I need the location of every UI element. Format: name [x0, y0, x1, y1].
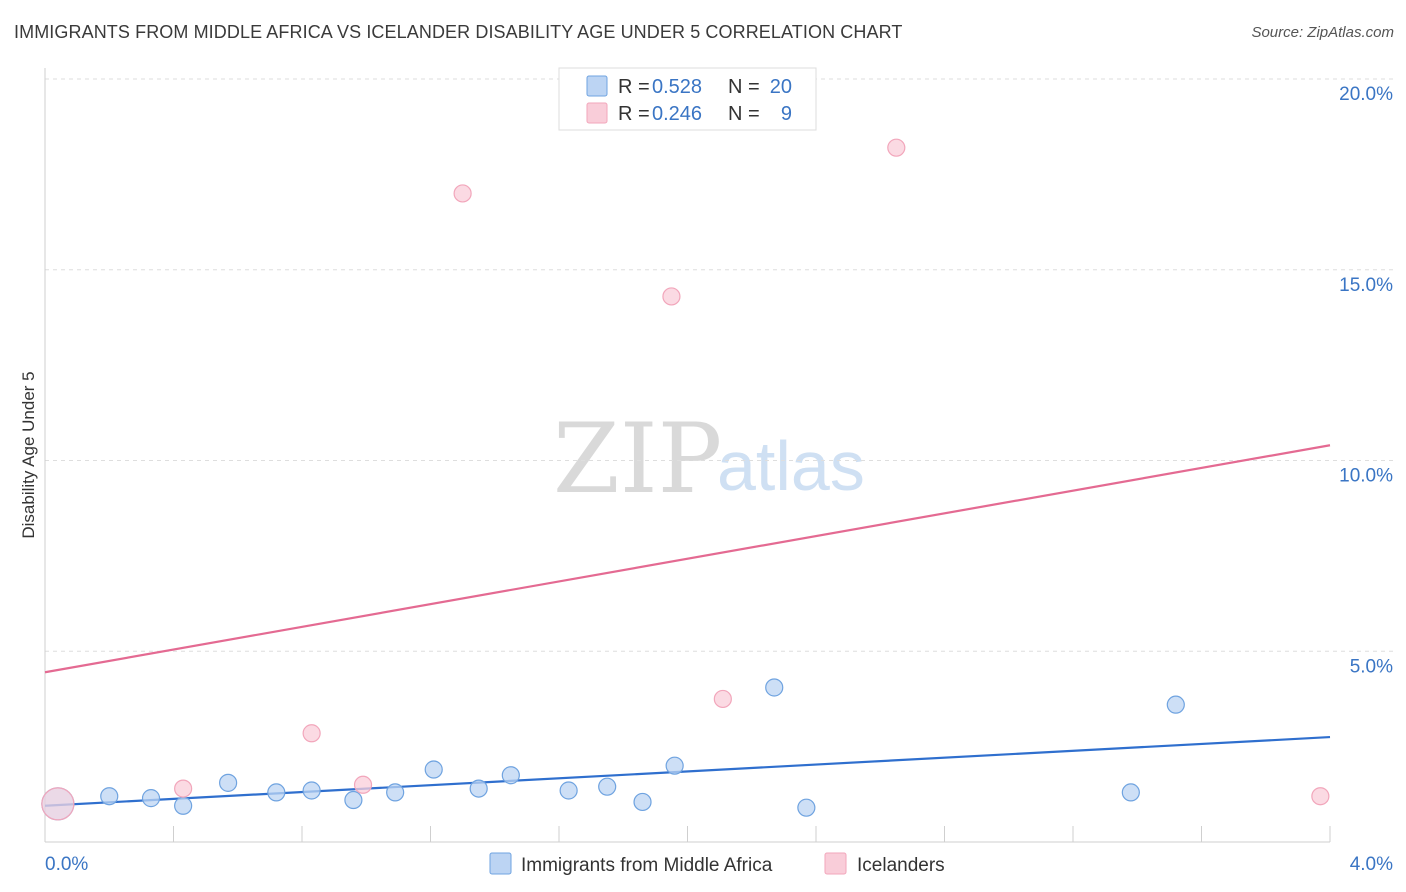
- data-point-icelanders: [41, 787, 75, 821]
- data-point-middle-africa: [765, 678, 784, 697]
- data-point-middle-africa: [344, 790, 363, 810]
- legend-n-label-2: N =: [728, 103, 760, 125]
- series-legend-swatch-pink: [824, 852, 847, 875]
- data-point-icelanders: [887, 138, 906, 157]
- data-point-icelanders: [174, 779, 193, 798]
- watermark: ZIP atlas: [553, 403, 865, 515]
- legend-r-label-1: R =: [618, 76, 650, 98]
- legend-n-label-1: N =: [728, 76, 760, 98]
- watermark-zip: ZIP: [553, 403, 722, 515]
- legend-r-value-2: 0.246: [652, 103, 702, 125]
- legend-swatch-pink: [586, 102, 608, 124]
- data-point-icelanders: [302, 724, 321, 743]
- series-legend: Immigrants from Middle Africa Icelanders: [489, 852, 945, 876]
- data-point-middle-africa: [665, 756, 684, 775]
- y-tick-label: 5.0%: [1350, 656, 1393, 677]
- data-point-middle-africa: [424, 760, 443, 779]
- data-point-icelanders: [1311, 787, 1330, 806]
- series-legend-label-blue: Immigrants from Middle Africa: [521, 855, 773, 876]
- y-tick-label: 15.0%: [1339, 275, 1393, 296]
- source-label: Source: ZipAtlas.com: [1251, 24, 1394, 41]
- data-point-middle-africa: [302, 781, 321, 800]
- data-point-middle-africa: [598, 777, 617, 796]
- data-point-icelanders: [353, 775, 373, 794]
- x-tick-label-min: 0.0%: [45, 854, 88, 875]
- data-points: [41, 138, 1330, 821]
- legend-swatch-blue: [586, 75, 608, 97]
- data-point-icelanders: [713, 689, 732, 709]
- data-point-middle-africa: [559, 781, 578, 800]
- data-point-middle-africa: [219, 773, 238, 792]
- legend-n-value-2: 9: [781, 103, 792, 125]
- data-point-middle-africa: [267, 783, 286, 802]
- legend-r-label-2: R =: [618, 103, 650, 125]
- data-point-middle-africa: [1166, 695, 1185, 714]
- x-tick-label-max: 4.0%: [1350, 854, 1393, 875]
- grid: [45, 78, 1393, 652]
- trend-line: [44, 735, 1331, 807]
- x-ticks: [44, 826, 1331, 842]
- y-tick-labels: 5.0% 10.0% 15.0% 20.0%: [1339, 84, 1393, 677]
- data-point-middle-africa: [174, 796, 193, 815]
- series-legend-label-pink: Icelanders: [857, 855, 945, 876]
- data-point-icelanders: [453, 184, 472, 203]
- data-point-middle-africa: [797, 798, 816, 817]
- data-point-middle-africa: [386, 783, 405, 802]
- series-legend-swatch-blue: [489, 852, 512, 875]
- y-tick-label: 10.0%: [1339, 466, 1393, 487]
- chart-title: IMMIGRANTS FROM MIDDLE AFRICA VS ICELAND…: [14, 22, 903, 42]
- trend-line: [44, 444, 1331, 674]
- trend-lines: [44, 444, 1331, 807]
- data-point-icelanders: [662, 287, 681, 306]
- data-point-middle-africa: [1121, 783, 1140, 802]
- stats-legend: R = 0.528 N = 20 R = 0.246 N = 9: [558, 67, 817, 131]
- watermark-atlas: atlas: [717, 427, 865, 505]
- data-point-middle-africa: [501, 766, 520, 785]
- y-tick-label: 20.0%: [1339, 84, 1393, 105]
- legend-r-value-1: 0.528: [652, 76, 702, 98]
- data-point-middle-africa: [141, 789, 161, 808]
- data-point-middle-africa: [633, 792, 652, 812]
- data-point-middle-africa: [100, 787, 119, 806]
- legend-n-value-1: 20: [770, 76, 792, 98]
- y-axis-title: Disability Age Under 5: [19, 371, 38, 538]
- data-point-middle-africa: [469, 779, 488, 798]
